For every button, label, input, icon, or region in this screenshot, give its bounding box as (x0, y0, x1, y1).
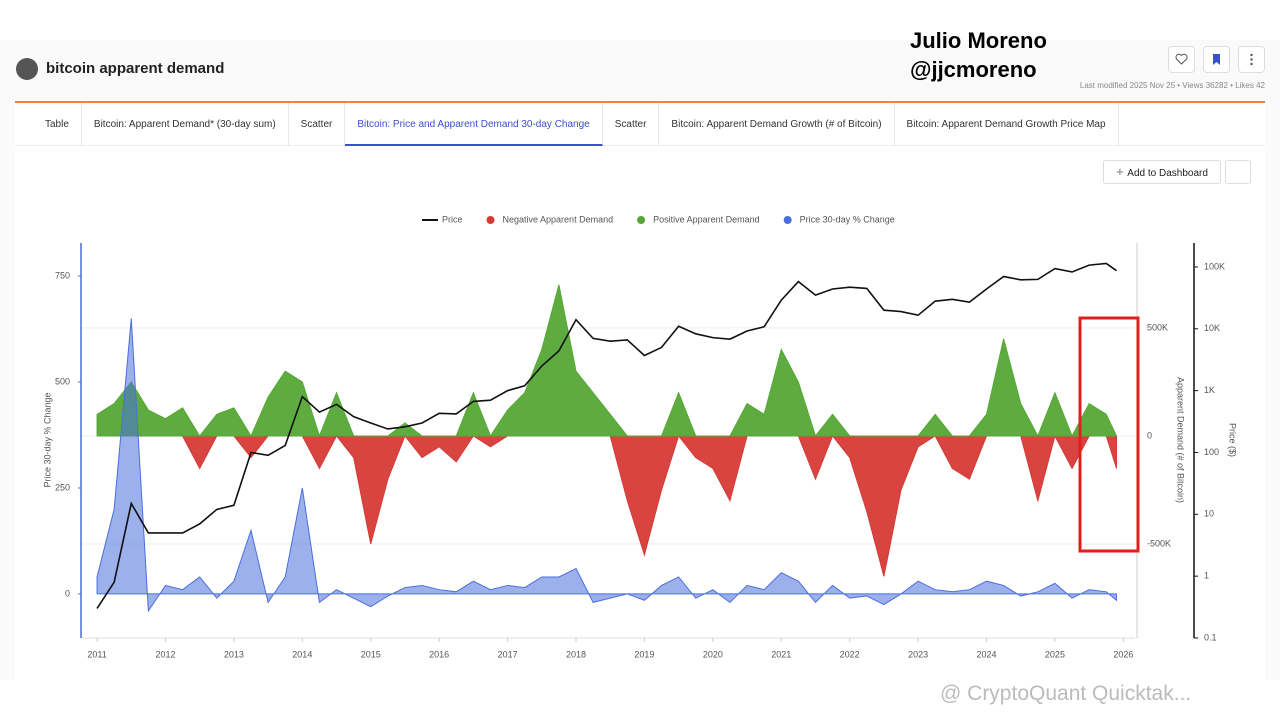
tab-bar: Table Bitcoin: Apparent Demand* (30-day s… (15, 102, 1265, 146)
tab[interactable]: Bitcoin: Apparent Demand Growth Price Ma… (895, 102, 1119, 146)
button-label: Add to Dashboard (1127, 168, 1208, 179)
y3-tick-label: 1K (1204, 385, 1215, 395)
accent-line (15, 101, 1265, 103)
y3-tick-label: 0.1 (1204, 632, 1217, 642)
y2-axis-label: Apparent Demand (# of Bitcoin) (1176, 377, 1186, 503)
author-handle: @jjcmoreno (910, 57, 1037, 82)
x-tick-label: 2014 (292, 649, 312, 659)
y2-tick-label: 500K (1147, 322, 1168, 332)
y-axis-label: Price 30-day % Change (42, 392, 52, 487)
line (96, 262, 1117, 609)
page-title: bitcoin apparent demand (46, 60, 225, 77)
x-tick-label: 2012 (155, 649, 175, 659)
y3-axis-label: Price ($) (1228, 423, 1238, 457)
author-name: Julio Moreno (910, 28, 1047, 53)
plus-icon: + (1116, 164, 1128, 179)
legend-swatch (783, 216, 792, 224)
y-tick-label: 0 (65, 588, 70, 598)
meta-info: Last modified 2025 Nov 25 • Views 36282 … (1079, 81, 1265, 90)
legend-swatch (637, 216, 646, 224)
y3-tick-label: 10 (1204, 509, 1214, 519)
y3-tick-label: 10K (1204, 323, 1220, 333)
tab[interactable]: Bitcoin: Apparent Demand Growth (# of Bi… (659, 102, 895, 146)
x-tick-label: 2024 (977, 649, 997, 659)
y2-tick-label: 0 (1147, 430, 1152, 440)
x-tick-label: 2026 (1113, 649, 1133, 659)
legend-label: Price 30-day % Change (800, 214, 895, 224)
add-to-dashboard-button[interactable]: + Add to Dashboard (1103, 160, 1221, 184)
watermark: @ CryptoQuant Quicktak... (940, 682, 1192, 705)
x-tick-label: 2023 (908, 649, 928, 659)
more-button[interactable] (1238, 46, 1265, 73)
x-tick-label: 2018 (566, 649, 586, 659)
x-tick-label: 2025 (1045, 649, 1065, 659)
tab[interactable]: Bitcoin: Apparent Demand* (30-day sum) (82, 102, 289, 146)
highlight-box (1078, 316, 1140, 553)
x-tick-label: 2019 (634, 649, 654, 659)
x-tick-label: 2022 (840, 649, 860, 659)
y-tick-label: 500 (55, 376, 70, 386)
area (96, 318, 1118, 613)
area (96, 284, 1118, 438)
legend-swatch (486, 216, 495, 224)
x-tick-label: 2020 (703, 649, 723, 659)
tab[interactable]: Scatter (603, 102, 660, 146)
bookmark-button[interactable] (1203, 46, 1230, 73)
y3-tick-label: 100 (1204, 447, 1219, 457)
y3-tick-label: 1 (1204, 571, 1209, 581)
y-tick-label: 750 (55, 270, 70, 280)
x-tick-label: 2013 (224, 649, 244, 659)
like-button[interactable] (1168, 46, 1195, 73)
tab[interactable]: Bitcoin: Price and Apparent Demand 30-da… (345, 102, 603, 146)
legend-label: Negative Apparent Demand (503, 214, 614, 224)
x-tick-label: 2015 (361, 649, 381, 659)
legend-label: Positive Apparent Demand (653, 214, 760, 224)
avatar[interactable] (16, 58, 38, 80)
y-tick-label: 250 (55, 482, 70, 492)
x-tick-label: 2021 (771, 649, 791, 659)
tab[interactable]: Table (33, 102, 82, 146)
x-tick-label: 2016 (429, 649, 449, 659)
legend-label: Price (442, 214, 463, 224)
tab[interactable]: Scatter (289, 102, 346, 146)
y3-tick-label: 100K (1204, 261, 1225, 271)
y2-tick-label: -500K (1147, 538, 1171, 548)
x-tick-label: 2011 (87, 649, 106, 659)
x-tick-label: 2017 (498, 649, 518, 659)
author-note: Julio Moreno @jjcmoreno (910, 26, 1047, 84)
chart-menu-button[interactable] (1225, 160, 1251, 184)
chart: 0 250 500 750 -500K 0 500K 0.1 1 10 100 1K 10K 100K 20… (42, 214, 1238, 659)
